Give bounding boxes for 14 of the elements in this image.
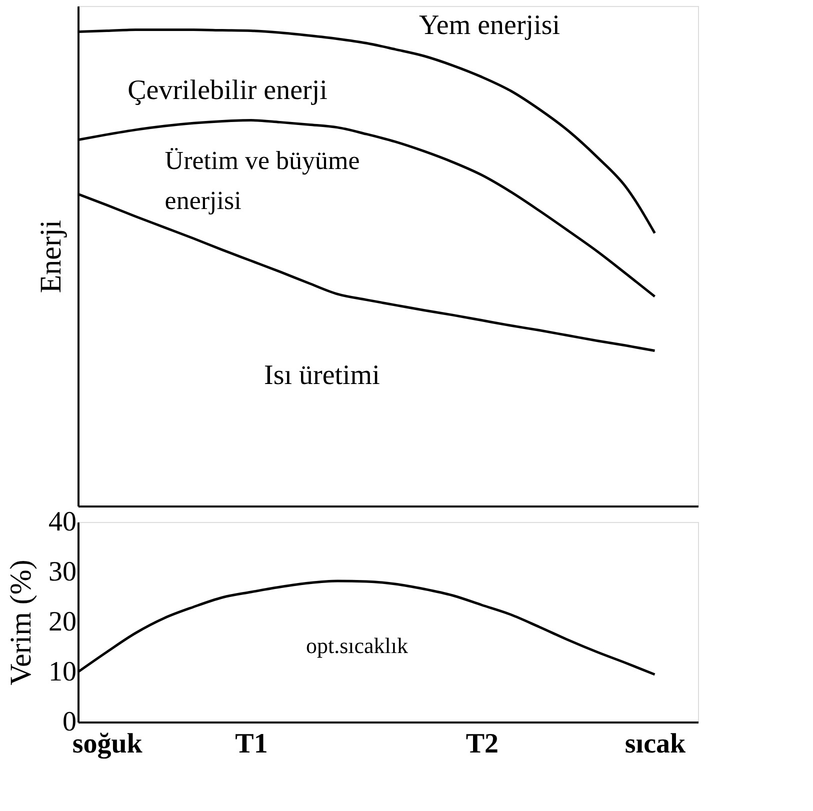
- annotation: Üretim ve büyüme enerjisi: [164, 146, 360, 215]
- y-tick-label: 20: [48, 606, 76, 638]
- annotation: opt.sıcaklık: [306, 633, 408, 658]
- series-label: Yem enerjisi: [419, 10, 560, 41]
- series-label: Çevrilebilir enerji: [128, 75, 328, 106]
- text: Isı üretimi: [264, 360, 380, 391]
- y-tick-label: 40: [48, 506, 76, 538]
- x-tick-label: sıcak: [624, 728, 686, 760]
- x-tick-label: T1: [235, 728, 268, 760]
- x-tick-label: T2: [466, 728, 499, 760]
- y-tick-label: 10: [48, 656, 76, 688]
- y-axis-title: Verim (%): [4, 560, 38, 686]
- y-axis-title: Enerji: [34, 220, 68, 294]
- y-tick-label: 30: [48, 556, 76, 588]
